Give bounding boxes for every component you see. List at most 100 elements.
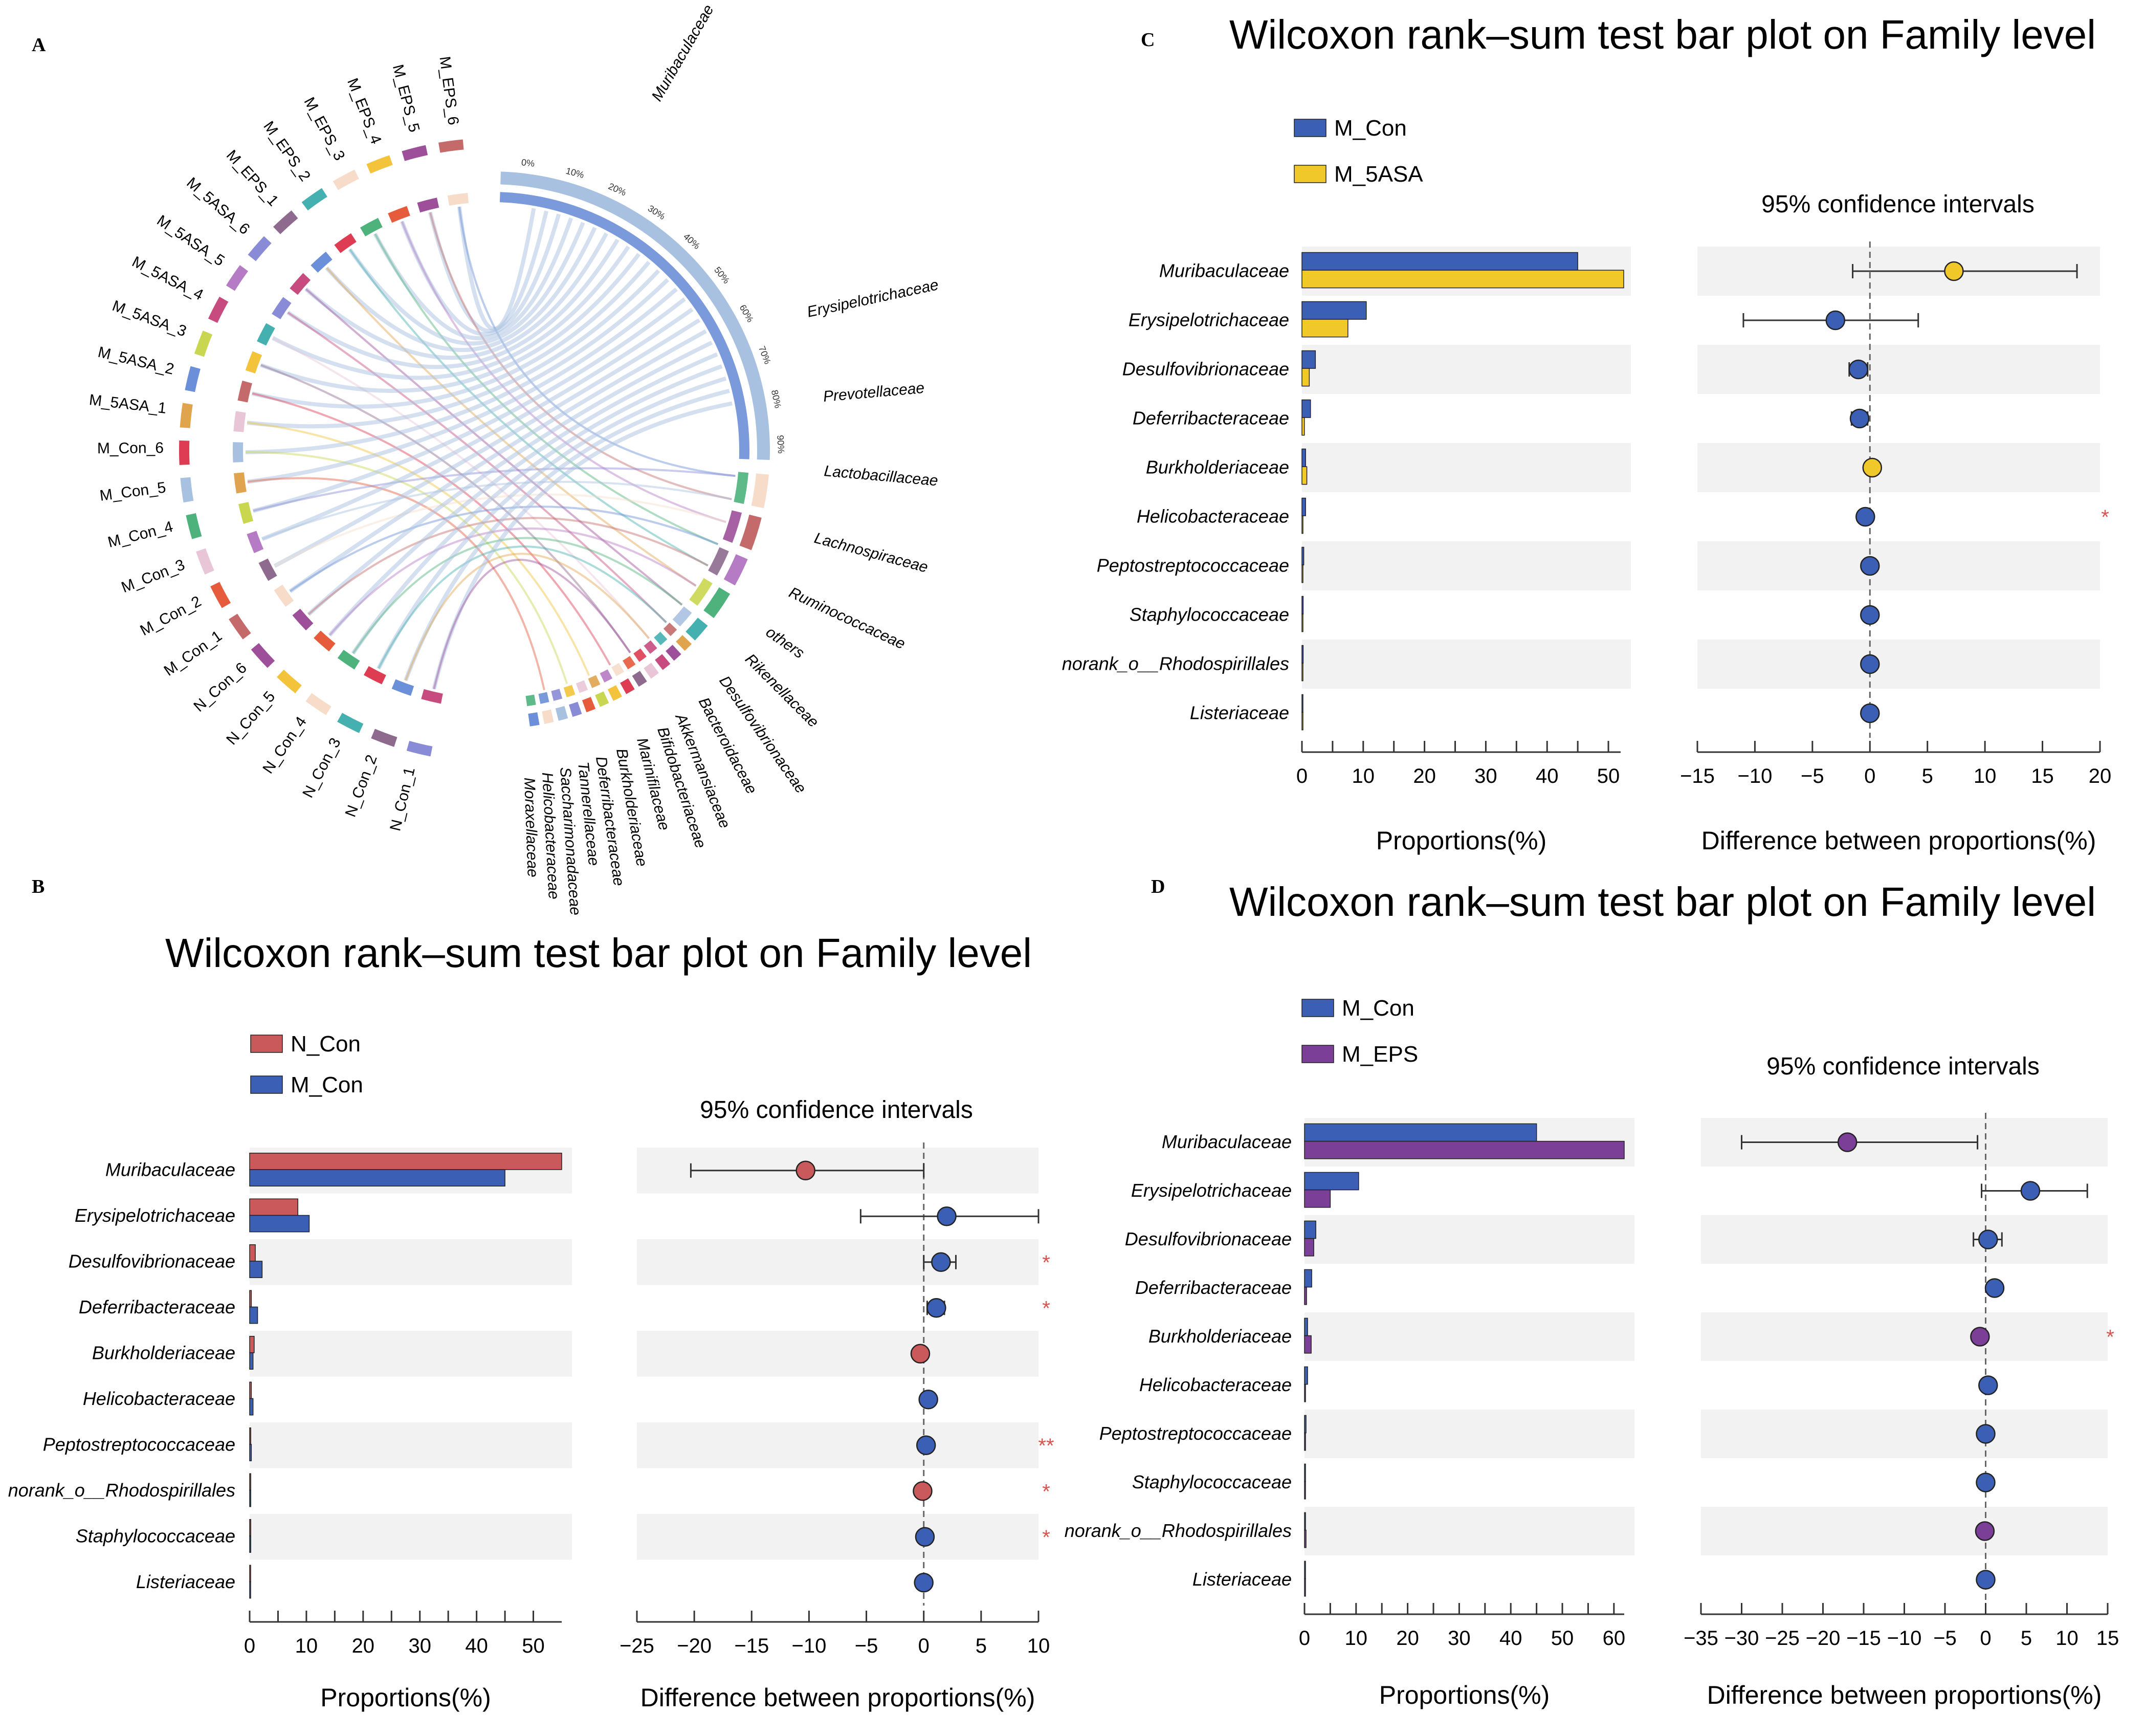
bar-m_con: [1301, 350, 1316, 369]
sample-outer-arc: [248, 236, 272, 261]
family-inner-arc: [644, 640, 657, 654]
chord-ribbon: [260, 253, 641, 393]
sample-label: M_Con_1: [161, 627, 225, 679]
ci-tick-label: 20: [2089, 765, 2112, 787]
bar-m_con: [1301, 645, 1304, 664]
bar-m_con: [249, 1261, 263, 1278]
category-label: Helicobacteraceae: [83, 1388, 235, 1409]
sample-outer-arc: [438, 139, 464, 153]
x-tick-label: 30: [1448, 1627, 1471, 1650]
legend-swatch-m_con: [1294, 119, 1326, 137]
ci-point: [926, 1298, 946, 1318]
family-arc-erysipelotrichaceae: [751, 473, 769, 509]
sample-outer-arc: [194, 331, 213, 357]
chord-ribbon: [351, 364, 723, 655]
chord-ribbon: [377, 376, 727, 670]
category-label: Peptostreptococcaceae: [1097, 555, 1289, 576]
chord-ribbon: [247, 269, 660, 429]
chord-ribbon: [401, 221, 726, 523]
chord-ribbon: [429, 212, 732, 500]
bar-m_eps: [1304, 1189, 1331, 1208]
chord-ribbon: [349, 249, 709, 567]
category-label: Peptostreptococcaceae: [1099, 1423, 1292, 1444]
bar-n_con: [249, 1427, 251, 1445]
row-band: [1302, 345, 1631, 394]
ci-tick-label: 0: [918, 1635, 930, 1657]
family-label-moraxellaceae: Moraxellaceae: [521, 777, 541, 877]
category-label: Listeriaceae: [1190, 702, 1289, 723]
chord-ribbon: [328, 352, 718, 637]
family-label-lactobacillaceae: Lactobacillaceae: [823, 463, 939, 489]
family-arc-burkholderiaceae: [595, 691, 609, 707]
chord-ribbon: [252, 260, 651, 409]
category-label: Erysipelotrichaceae: [1129, 310, 1289, 331]
significance-star: *: [1042, 1526, 1050, 1549]
ci-point: [1978, 1229, 1998, 1249]
sample-outer-arc: [180, 477, 194, 503]
chart-title: Wilcoxon rank–sum test bar plot on Famil…: [165, 930, 1032, 976]
bar-n_con: [249, 1335, 255, 1353]
family-inner-arc: [551, 689, 563, 701]
x-axis-label-left: Proportions(%): [1379, 1681, 1550, 1709]
category-label: Burkholderiaceae: [92, 1342, 235, 1363]
bar-m_con: [1301, 694, 1303, 713]
chord-ribbon: [352, 537, 683, 654]
x-tick-label: 0: [1299, 1627, 1310, 1650]
sample-outer-arc: [277, 669, 302, 693]
sample-inner-arc: [258, 558, 277, 581]
sample-label: N_Con_1: [387, 765, 418, 832]
ci-point: [1970, 1327, 1990, 1347]
panel-label-b: B: [32, 876, 45, 897]
row-band: [1304, 1410, 1634, 1458]
sample-inner-arc: [233, 442, 244, 463]
sample-inner-arc: [360, 217, 383, 236]
sample-inner-arc: [237, 380, 252, 403]
ci-point: [916, 1435, 936, 1455]
category-label: Listeriaceae: [1192, 1569, 1292, 1590]
bar-m_con: [1304, 1172, 1359, 1191]
ci-point: [1849, 408, 1870, 429]
bar-n_con: [249, 1519, 251, 1536]
category-label: Muribaculaceae: [105, 1159, 235, 1180]
sample-label: M_Con_2: [138, 593, 204, 639]
family-arc-deferribacteraceae: [582, 697, 596, 713]
percent-tick-label: 50%: [712, 265, 732, 286]
sample-label: M_EPS_6: [436, 55, 461, 126]
legend-swatch-n_con: [250, 1035, 283, 1053]
category-label: Staphylococcaceae: [76, 1525, 235, 1546]
panel-label-c: C: [1141, 29, 1155, 51]
ci-point: [1848, 359, 1869, 380]
category-label: Peptostreptococcaceae: [43, 1434, 235, 1455]
sample-label: M_5ASA_3: [110, 297, 189, 340]
category-label: Staphylococcaceae: [1130, 604, 1289, 625]
significance-star: *: [1042, 1480, 1050, 1503]
legend-label-m_con: M_Con: [1342, 996, 1414, 1021]
chord-ribbon: [289, 329, 707, 593]
family-label-muribaculaceae: Muribaculaceae: [648, 2, 717, 104]
sample-outer-arc: [301, 188, 327, 211]
chord-ribbon: [286, 238, 620, 369]
category-label: Staphylococcaceae: [1132, 1471, 1292, 1492]
row-band: [637, 1239, 1038, 1285]
legend-label-n_con: N_Con: [291, 1031, 361, 1057]
chord-ribbon: [261, 307, 694, 541]
bar-m_con: [1304, 1512, 1306, 1531]
row-band: [637, 1514, 1038, 1560]
x-axis-label-right: Difference between proportions(%): [1707, 1681, 2102, 1709]
row-band: [637, 1422, 1038, 1468]
row-band: [250, 1422, 572, 1468]
sample-label: M_Con_6: [97, 440, 164, 457]
sample-outer-arc: [305, 693, 331, 715]
percent-tick-label: 20%: [607, 181, 628, 198]
ci-point: [918, 1390, 938, 1410]
sample-outer-arc: [186, 513, 202, 539]
bar-m_5asa: [1301, 564, 1303, 583]
category-label: Listeriaceae: [136, 1571, 235, 1592]
sample-outer-arc: [226, 265, 249, 291]
ci-tick-label: 10: [1027, 1635, 1050, 1657]
sample-inner-arc: [238, 502, 254, 524]
ci-title: 95% confidence intervals: [1761, 191, 2035, 218]
row-band: [1701, 1507, 2108, 1555]
bar-m_con: [1304, 1220, 1316, 1239]
